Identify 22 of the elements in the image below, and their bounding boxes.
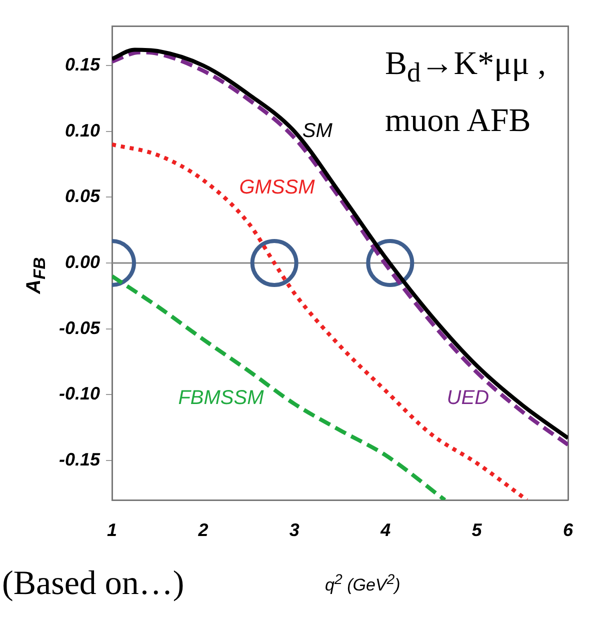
text: (Based on…) xyxy=(2,565,184,603)
series-label: FBMSSM xyxy=(178,386,264,409)
x-tick-label: 2 xyxy=(197,520,208,540)
series-label: SM xyxy=(302,120,333,142)
x-tick-label: 6 xyxy=(562,520,574,540)
y-tick-label: 0.05 xyxy=(64,186,101,206)
y-tick-label: -0.15 xyxy=(58,449,101,470)
y-tick-label: 0.00 xyxy=(64,252,100,272)
y-tick-label: -0.05 xyxy=(58,318,101,338)
y-tick-label: 0.15 xyxy=(64,54,101,74)
y-tick-label: 0.10 xyxy=(64,120,100,140)
y-tick-label: -0.10 xyxy=(58,384,100,404)
series-label: GMSSM xyxy=(239,176,316,199)
x-tick-label: 3 xyxy=(289,520,300,540)
x-tick-label: 5 xyxy=(472,520,483,540)
x-axis-title: q$^{2}$ (GeV$^{2}$) xyxy=(325,572,400,596)
x-tick-label: 1 xyxy=(106,520,118,540)
x-tick-label: 4 xyxy=(380,520,391,540)
line-series xyxy=(112,274,447,500)
text: B$_{d}$→K*μμ , muon AFB xyxy=(385,45,547,141)
series-label: UED xyxy=(446,386,490,409)
line-series xyxy=(112,142,529,500)
